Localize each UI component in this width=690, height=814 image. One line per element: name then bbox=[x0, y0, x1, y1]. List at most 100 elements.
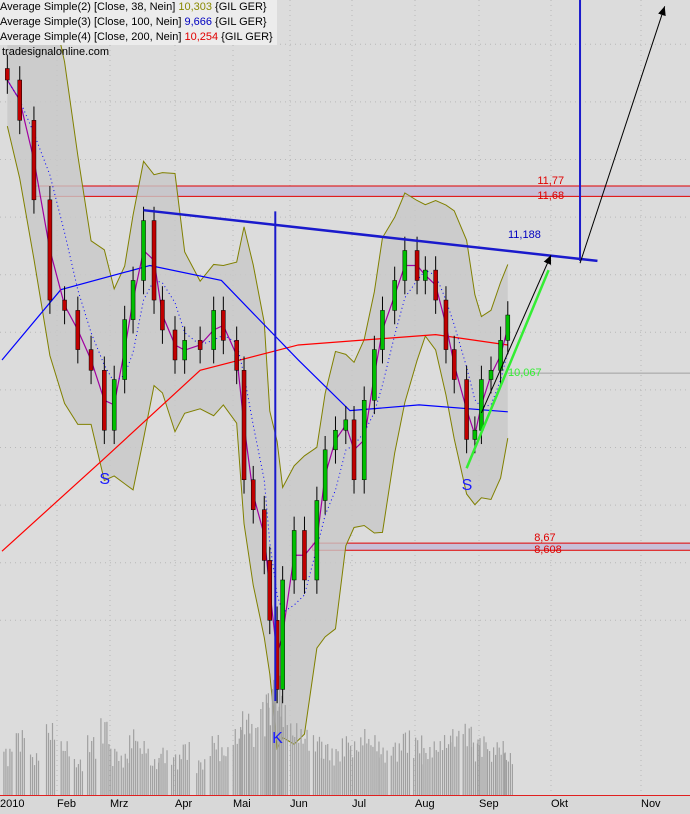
volume-bar bbox=[141, 753, 143, 795]
volume-bar bbox=[131, 748, 133, 795]
volume-bar bbox=[196, 773, 198, 795]
zone-lower-label: 11,68 bbox=[537, 190, 565, 203]
zone-upper-label: 8,67 bbox=[534, 532, 556, 545]
volume-bar bbox=[503, 753, 505, 795]
volume-bar bbox=[116, 751, 118, 795]
legend-text: Average Simple(4) [Close, 200, Nein] bbox=[0, 31, 185, 43]
volume-bar bbox=[257, 727, 259, 795]
volume-bar bbox=[511, 764, 513, 795]
candle-body bbox=[234, 340, 239, 371]
legend-text: {GIL GER} bbox=[211, 1, 267, 13]
candle-body bbox=[31, 120, 37, 201]
volume-bar bbox=[29, 754, 32, 795]
volume-bar bbox=[152, 765, 154, 795]
candle-body bbox=[380, 310, 385, 350]
volume-bar bbox=[106, 721, 108, 795]
volume-bar bbox=[502, 741, 504, 795]
volume-bar bbox=[145, 753, 147, 795]
volume-bar bbox=[186, 759, 188, 795]
volume-bar bbox=[264, 736, 266, 795]
legend-entry-ma200: Average Simple(4) [Close, 200, Nein] 10,… bbox=[0, 30, 273, 45]
volume-bar bbox=[244, 734, 246, 795]
volume-bar bbox=[143, 741, 145, 795]
candle-body bbox=[250, 479, 256, 510]
ma100-line bbox=[1, 264, 508, 413]
candle-body bbox=[221, 310, 226, 341]
volume-bar bbox=[33, 765, 36, 795]
volume-bar bbox=[166, 750, 168, 795]
volume-bar bbox=[133, 729, 135, 795]
volume-bar bbox=[100, 718, 102, 795]
volume-bar bbox=[49, 739, 52, 795]
trendline-label: 11,188 bbox=[508, 229, 541, 241]
volume-bar bbox=[314, 751, 317, 795]
candle-body bbox=[62, 299, 67, 311]
volume-bar bbox=[441, 750, 444, 795]
candle-body bbox=[372, 349, 377, 401]
volume-bar bbox=[53, 739, 56, 795]
volume-bar bbox=[114, 748, 116, 795]
candle-body bbox=[402, 250, 408, 281]
volume-bar bbox=[7, 766, 9, 795]
candle-body bbox=[302, 530, 307, 581]
volume-bar bbox=[345, 736, 347, 795]
legend-text: {GIL GER} bbox=[211, 16, 267, 28]
volume-bar bbox=[265, 694, 267, 795]
legend-text: Average Simple(3) [Close, 100, Nein] bbox=[0, 16, 185, 28]
candle-body bbox=[314, 500, 320, 581]
volume-bar bbox=[306, 729, 308, 795]
volume-bar bbox=[325, 744, 327, 795]
volume-bar bbox=[435, 750, 437, 795]
volume-bar bbox=[225, 756, 227, 795]
volume-bar bbox=[269, 725, 271, 795]
volume-bar bbox=[280, 716, 282, 795]
volume-bar bbox=[110, 748, 112, 795]
candle-body bbox=[333, 429, 338, 451]
volume-bar bbox=[458, 730, 460, 795]
resistance-trendline bbox=[143, 208, 598, 263]
volume-bar bbox=[162, 747, 164, 795]
volume-bar bbox=[300, 729, 302, 795]
volume-bar bbox=[35, 753, 38, 795]
volume-bar bbox=[87, 735, 89, 795]
volume-bar bbox=[437, 751, 439, 795]
volume-bar bbox=[137, 741, 139, 795]
volume-bar bbox=[200, 762, 202, 795]
volume-bar bbox=[481, 756, 483, 795]
source-label: tradesignalonline.com bbox=[2, 46, 110, 58]
candle-body bbox=[182, 340, 187, 361]
volume-bar bbox=[37, 760, 40, 795]
volume-bar bbox=[489, 751, 491, 795]
volume-bar bbox=[223, 755, 225, 795]
volume-bar bbox=[271, 689, 273, 795]
volume-bar bbox=[495, 754, 497, 795]
volume-bar bbox=[118, 760, 120, 795]
candle-body bbox=[267, 560, 273, 621]
volume-bar bbox=[139, 748, 141, 795]
volume-bar bbox=[64, 751, 66, 795]
volume-bar bbox=[337, 751, 339, 795]
x-axis: 2010 Feb Mrz Apr Mai Jun Jul Aug Sep Okt Nov bbox=[0, 795, 690, 814]
legend-text: Average Simple(2) [Close, 38, Nein] bbox=[0, 1, 179, 13]
volume-bar bbox=[386, 750, 388, 795]
volume-bar bbox=[347, 742, 349, 795]
volume-bar bbox=[419, 753, 421, 795]
volume-bar bbox=[356, 750, 358, 795]
volume-bar bbox=[466, 746, 468, 795]
pattern-label: S bbox=[99, 470, 110, 488]
volume-bar bbox=[5, 748, 7, 795]
volume-bar bbox=[447, 744, 450, 795]
volume-bar bbox=[51, 723, 54, 795]
volume-bar bbox=[452, 729, 454, 795]
candle-body bbox=[414, 250, 420, 281]
price-zone bbox=[312, 542, 690, 551]
candle-body bbox=[451, 349, 457, 380]
volume-bar bbox=[154, 759, 156, 795]
volume-bar bbox=[474, 761, 477, 795]
volume-bar bbox=[202, 769, 204, 795]
candle-body bbox=[102, 370, 107, 431]
volume-bar bbox=[485, 742, 487, 795]
volume-bar bbox=[188, 741, 190, 795]
legend-entry-ma38: Average Simple(2) [Close, 38, Nein] 10,3… bbox=[0, 0, 273, 15]
